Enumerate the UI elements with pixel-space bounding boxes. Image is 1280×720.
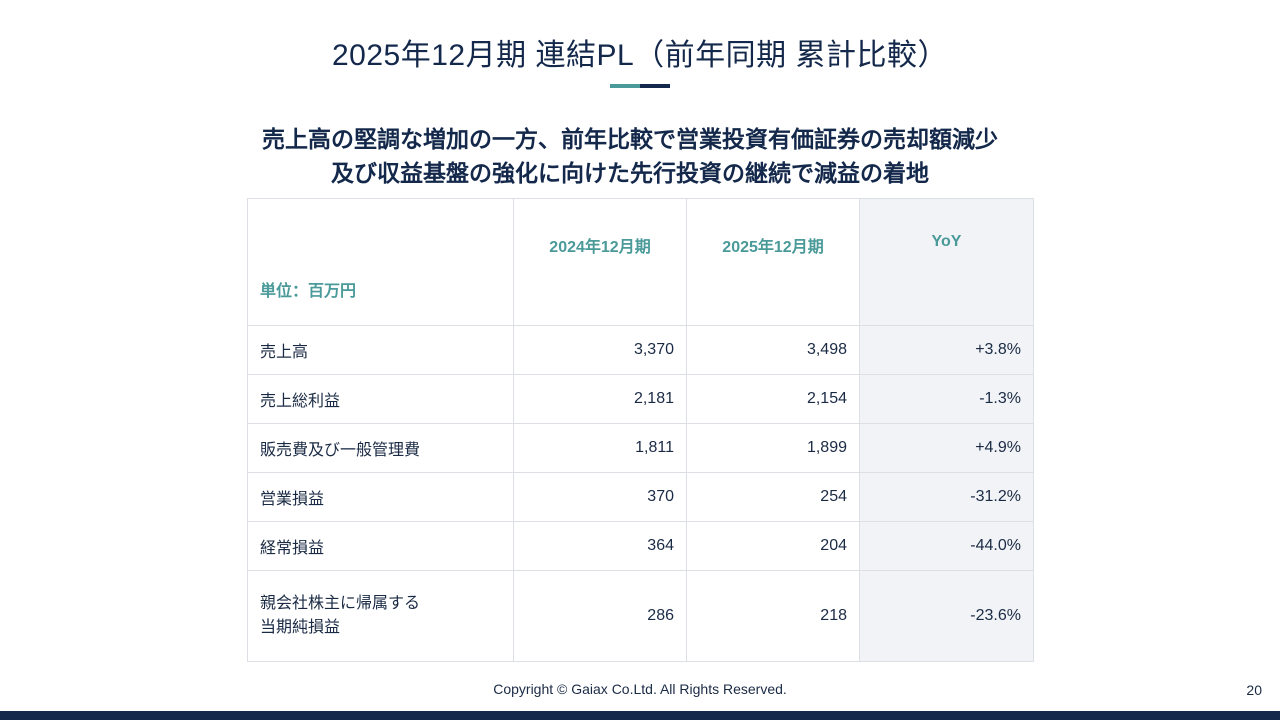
value-2024: 370 [513,472,687,522]
page-number: 20 [1246,682,1262,698]
value-2025: 3,498 [686,325,860,375]
value-2025: 218 [686,570,860,662]
accent-teal-segment [610,84,640,88]
value-2024: 364 [513,521,687,571]
header-yoy: YoY [859,198,1034,326]
value-2024: 3,370 [513,325,687,375]
header-2025: 2025年12月期 [686,198,860,326]
subtitle: 売上高の堅調な増加の一方、前年比較で営業投資有価証券の売却額減少 及び収益基盤の… [0,122,1260,190]
row-label: 売上総利益 [247,374,514,424]
row-label: 営業損益 [247,472,514,522]
row-label: 経常損益 [247,521,514,571]
value-2024: 1,811 [513,423,687,473]
unit-label: 単位：百万円 [247,198,514,326]
value-2024: 2,181 [513,374,687,424]
bottom-bar [0,711,1280,720]
value-2025: 1,899 [686,423,860,473]
copyright: Copyright © Gaiax Co.Ltd. All Rights Res… [493,681,787,697]
table-row: 経常損益 364 204 -44.0% [247,521,1034,571]
value-yoy: +4.9% [859,423,1034,473]
value-2025: 254 [686,472,860,522]
table-row: 売上総利益 2,181 2,154 -1.3% [247,374,1034,424]
value-yoy: -1.3% [859,374,1034,424]
pl-table: 単位：百万円 2024年12月期 2025年12月期 YoY 売上高 3,370… [247,198,1034,662]
subtitle-line-1: 売上高の堅調な増加の一方、前年比較で営業投資有価証券の売却額減少 [262,126,998,152]
value-yoy: -44.0% [859,521,1034,571]
value-2024: 286 [513,570,687,662]
table-row: 販売費及び一般管理費 1,811 1,899 +4.9% [247,423,1034,473]
table-row: 親会社株主に帰属する 当期純損益 286 218 -23.6% [247,570,1034,662]
table-row: 売上高 3,370 3,498 +3.8% [247,325,1034,375]
value-2025: 2,154 [686,374,860,424]
accent-navy-segment [640,84,670,88]
header-2024: 2024年12月期 [513,198,687,326]
table-row: 営業損益 370 254 -31.2% [247,472,1034,522]
row-label: 販売費及び一般管理費 [247,423,514,473]
value-yoy: +3.8% [859,325,1034,375]
row-label: 親会社株主に帰属する 当期純損益 [247,570,514,662]
subtitle-line-2: 及び収益基盤の強化に向けた先行投資の継続で減益の着地 [331,160,929,186]
row-label: 売上高 [247,325,514,375]
title-accent-bar [610,84,670,88]
value-yoy: -23.6% [859,570,1034,662]
table-header-row: 単位：百万円 2024年12月期 2025年12月期 YoY [247,198,1034,326]
value-yoy: -31.2% [859,472,1034,522]
value-2025: 204 [686,521,860,571]
page-title: 2025年12月期 連結PL（前年同期 累計比較） [332,39,948,72]
